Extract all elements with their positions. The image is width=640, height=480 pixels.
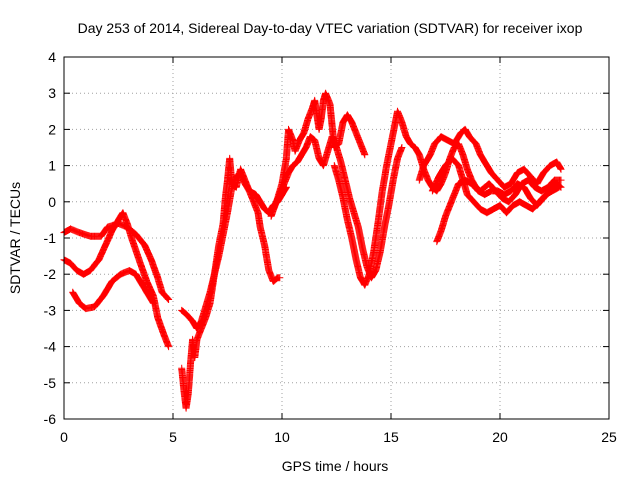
axis-ticks: [63, 56, 610, 420]
y-axis-label: SDTVAR / TECUs: [7, 182, 23, 294]
series-track-11: [433, 176, 565, 246]
y-tick-label: -3: [44, 302, 57, 318]
data-point-markers: [60, 220, 173, 303]
x-tick-label: 20: [492, 429, 508, 445]
x-tick-label: 0: [60, 429, 68, 445]
data-series: [60, 89, 565, 412]
series-track-7: [269, 133, 406, 282]
data-point-markers: [433, 176, 565, 246]
series-track-1: [60, 220, 173, 303]
y-tick-label: -1: [44, 230, 57, 246]
y-tick-label: -5: [44, 375, 57, 391]
grid-lines: [64, 57, 609, 419]
series-track-3: [69, 267, 157, 313]
y-tick-label: 3: [48, 85, 56, 101]
x-tick-label: 25: [601, 429, 617, 445]
y-tick-label: 0: [48, 194, 56, 210]
data-point-markers: [330, 107, 565, 289]
chart-title: Day 253 of 2014, Sidereal Day-to-day VTE…: [78, 20, 583, 36]
x-tick-label: 10: [274, 429, 290, 445]
series-track-9: [415, 125, 565, 191]
x-tick-label: 15: [383, 429, 399, 445]
y-tick-label: -6: [44, 411, 57, 427]
y-tick-label: -2: [44, 266, 57, 282]
data-point-markers: [415, 125, 565, 191]
x-axis-label: GPS time / hours: [282, 458, 389, 474]
y-tick-label: 1: [48, 158, 56, 174]
data-point-markers: [69, 267, 157, 313]
x-tick-label: 5: [169, 429, 177, 445]
y-tick-label: 4: [48, 49, 56, 65]
series-track-8: [330, 107, 565, 289]
y-tick-label: -4: [44, 339, 57, 355]
data-point-markers: [269, 133, 406, 282]
series-track-5: [178, 169, 290, 332]
y-tick-label: 2: [48, 121, 56, 137]
data-point-markers: [178, 169, 290, 332]
axis-tick-labels: 0 5 10 15 20 25 -6 -5 -4 -3 -2 -1 0 1 2 3 4: [44, 49, 617, 445]
